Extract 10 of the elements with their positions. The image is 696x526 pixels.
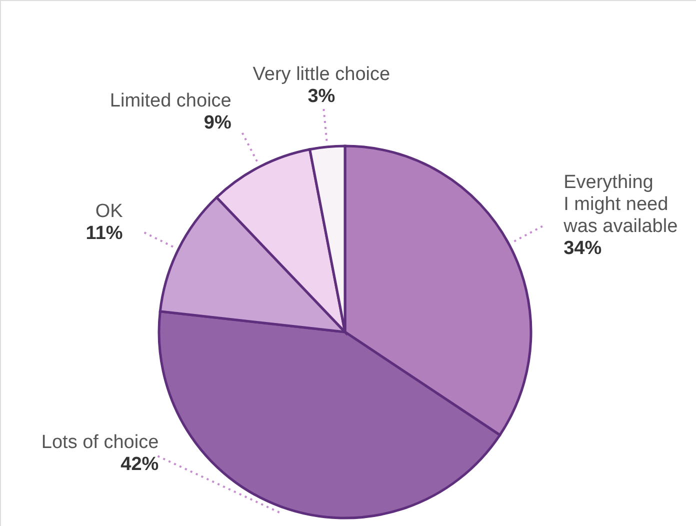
data-label: 11% (86, 222, 123, 244)
data-label: 9% (204, 112, 232, 134)
slice-label: Very little choice (252, 64, 390, 86)
slice-label: OK (95, 200, 124, 222)
slice-label: Everything I might need was available (562, 172, 678, 237)
data-label: 3% (308, 86, 336, 108)
slice-label: Limited choice (110, 90, 232, 112)
data-label: 34% (564, 238, 602, 259)
slice-label: Lots of choice (41, 432, 159, 453)
data-label: 42% (120, 454, 159, 475)
